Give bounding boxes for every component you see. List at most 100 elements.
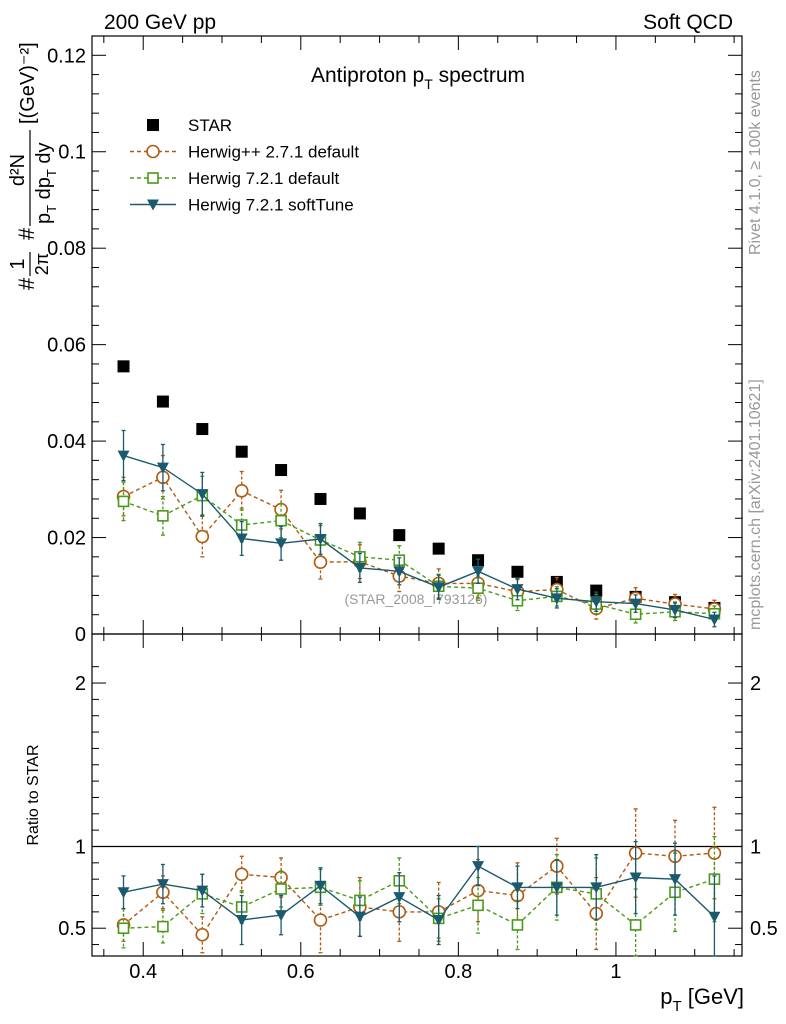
main-point-star [156, 395, 169, 408]
main-ytick-label: 0.06 [47, 335, 86, 357]
header-right: Soft QCD [643, 11, 733, 34]
x-axis-label: pT [GeV] [660, 984, 744, 1015]
ratio-point-herwig-2-7-1-default [195, 927, 210, 942]
ratio-point-herwig-7-2-1-softtune [314, 880, 327, 892]
ratio-ytick-label-right: 2 [750, 673, 761, 695]
legend-marker [147, 172, 159, 184]
ratio-point-herwig-7-2-1-softtune [511, 882, 524, 894]
main-point-herwig-7-2-1-default [275, 514, 287, 527]
main-point-star [353, 507, 366, 520]
ratio-point-herwig-7-2-1-default [275, 883, 287, 895]
main-point-herwig-2-7-1-default [234, 483, 249, 498]
ratio-ytick-label-right: 1 [750, 836, 761, 858]
ratio-point-herwig-7-2-1-softtune [235, 915, 248, 927]
ratio-point-herwig-7-2-1-softtune [472, 861, 485, 873]
ratio-ytick-label: 2 [75, 673, 86, 695]
header-left: 200 GeV pp [104, 11, 216, 34]
ratio-ytick-label: 0.5 [58, 918, 86, 940]
ratio-point-herwig-7-2-1-softtune [353, 911, 366, 923]
main-point-herwig-7-2-1-softtune [235, 533, 248, 545]
main-ytick-label: 0 [75, 624, 86, 646]
analysis-watermark: (STAR_2008_I793126) [345, 591, 488, 607]
side-label-rivet: Rivet 4.1.0, ≥ 100k events [747, 70, 764, 255]
main-point-herwig-7-2-1-softtune [472, 566, 485, 578]
legend-label: Herwig 7.2.1 softTune [188, 196, 354, 215]
legend-marker [147, 199, 159, 211]
main-series-star [117, 360, 721, 614]
plot-title: Antiproton pT spectrum [311, 64, 525, 92]
ratio-line-herwig-2-7-1-default [123, 852, 715, 936]
main-point-herwig-7-2-1-softtune [117, 450, 130, 462]
main-point-star [117, 360, 130, 373]
main-point-herwig-7-2-1-default [117, 495, 130, 508]
main-point-star [590, 584, 603, 597]
ratio-point-herwig-7-2-1-softtune [196, 885, 209, 897]
main-ytick-label: 0.08 [47, 238, 86, 260]
main-point-herwig-7-2-1-softtune [669, 604, 682, 616]
ratio-point-herwig-7-2-1-default [511, 919, 524, 931]
svg-text:#: # [14, 227, 39, 240]
legend-label: Herwig 7.2.1 default [188, 169, 339, 188]
main-point-star [314, 492, 327, 505]
ratio-ytick-label-right: 0.5 [750, 918, 778, 940]
main-point-star [511, 565, 524, 578]
main-line-herwig-7-2-1-softtune [123, 454, 715, 621]
svg-text:pT dpT dy: pT dpT dy [33, 142, 59, 224]
main-point-herwig-7-2-1-softtune [196, 489, 209, 501]
ratio-point-herwig-7-2-1-softtune [432, 915, 445, 927]
main-point-herwig-7-2-1-default [472, 582, 484, 594]
legend-marker [147, 119, 159, 131]
main-point-herwig-7-2-1-default [157, 510, 169, 522]
ratio-point-herwig-7-2-1-softtune [275, 910, 288, 922]
svg-text:[(GeV)⁻²]: [(GeV)⁻²] [17, 42, 39, 124]
legend-marker [146, 144, 160, 159]
svg-text:d²N: d²N [7, 154, 29, 186]
main-point-herwig-7-2-1-softtune [550, 593, 563, 605]
ratio-point-herwig-7-2-1-default [629, 919, 642, 931]
main-point-herwig-2-7-1-default [195, 529, 210, 544]
main-point-herwig-7-2-1-softtune [708, 614, 721, 626]
main-point-herwig-7-2-1-softtune [629, 598, 642, 610]
main-ytick-label: 0.1 [58, 142, 86, 164]
ratio-point-herwig-7-2-1-default [117, 922, 130, 935]
legend-item-herwig-7-2-1-softtune: Herwig 7.2.1 softTune [130, 196, 354, 215]
svg-text:#: # [14, 277, 39, 290]
ratio-line-herwig-7-2-1-softtune [123, 865, 715, 921]
main-point-star [393, 529, 406, 542]
ratio-point-herwig-2-7-1-default [234, 867, 249, 882]
xtick-label: 0.6 [287, 961, 315, 983]
main-point-star [235, 445, 248, 458]
main-point-star [275, 464, 288, 477]
main-point-herwig-7-2-1-softtune [275, 538, 288, 550]
main-point-herwig-7-2-1-softtune [432, 582, 445, 594]
legend-item-herwig-7-2-1-default: Herwig 7.2.1 default [130, 169, 339, 188]
ratio-point-herwig-7-2-1-softtune [550, 882, 563, 894]
main-series-herwig-7-2-1-softtune [117, 429, 721, 628]
main-ytick-label: 0.02 [47, 528, 86, 550]
svg-text:2π: 2π [32, 253, 52, 275]
main-point-star [196, 423, 209, 436]
ratio-point-herwig-7-2-1-softtune [629, 872, 642, 884]
main-line-herwig-7-2-1-default [123, 494, 715, 615]
main-ytick-label: 0.04 [47, 431, 86, 453]
ratio-point-herwig-7-2-1-default [472, 899, 484, 912]
legend-item-herwig-2-7-1-default: Herwig++ 2.7.1 default [130, 143, 359, 162]
ratio-point-herwig-7-2-1-softtune [669, 874, 682, 886]
main-ytick-label: 0.12 [47, 45, 86, 67]
main-point-herwig-7-2-1-softtune [314, 533, 327, 545]
side-label-site: mcplots.cern.ch [arXiv:2401.10621] [747, 379, 764, 630]
xtick-label: 0.8 [444, 961, 472, 983]
main-line-herwig-2-7-1-default [123, 476, 715, 610]
main-point-herwig-2-7-1-default [313, 555, 328, 569]
xtick-label: 1 [610, 961, 621, 983]
ratio-point-herwig-7-2-1-softtune [708, 911, 721, 923]
legend-label: Herwig++ 2.7.1 default [188, 143, 359, 162]
ratio-point-herwig-7-2-1-softtune [590, 882, 603, 894]
main-y-axis-label: # 1 2π # d²N pT dpT dy [(GeV)⁻²] [7, 42, 59, 290]
ratio-point-herwig-7-2-1-softtune [156, 879, 169, 891]
main-point-herwig-7-2-1-softtune [590, 596, 603, 608]
svg-text:1: 1 [7, 258, 29, 269]
main-point-herwig-7-2-1-softtune [353, 562, 366, 574]
ratio-y-axis-label: Ratio to STAR [25, 744, 42, 845]
